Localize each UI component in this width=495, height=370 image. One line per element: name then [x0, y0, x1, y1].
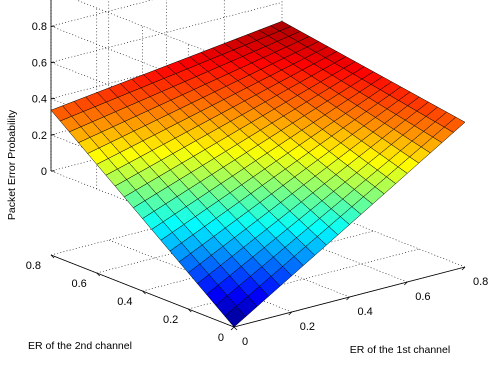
y-tick-mark-0 — [233, 326, 238, 331]
surface-layer — [50, 20, 466, 328]
y-tick-label-4: 0.8 — [26, 260, 41, 272]
z-axis-title: Packet Error Probability — [6, 109, 18, 220]
ticks-layer: 00.20.40.60.800.20.40.60.800.20.40.60.81 — [26, 21, 489, 348]
x-tick-mark-0 — [230, 326, 235, 331]
x-tick-mark-2 — [346, 296, 350, 301]
y-tick-label-1: 0.2 — [163, 314, 178, 326]
surface-cell-0-0 — [224, 305, 246, 328]
x-tick-mark-1 — [288, 311, 293, 316]
z-tick-label-3: 0.6 — [32, 57, 47, 69]
floor-grid-y-1 — [188, 248, 420, 310]
x-tick-label-2: 0.4 — [358, 306, 373, 318]
y-tick-label-3: 0.6 — [71, 278, 86, 290]
wall-grid-z-3 — [50, 2, 283, 135]
y-tick-mark-3 — [96, 272, 101, 277]
x-tick-label-3: 0.6 — [415, 291, 430, 303]
x-axis-title: ER of the 1st channel — [350, 344, 450, 356]
z-tick-label-1: 0.2 — [32, 130, 47, 142]
y-tick-mark-1 — [187, 308, 192, 313]
x-tick-label-4: 0.8 — [473, 276, 488, 288]
y-tick-label-0: 0 — [218, 332, 224, 344]
x-tick-mark-4 — [461, 266, 466, 271]
y-tick-mark-4 — [50, 254, 55, 259]
x-tick-label-1: 0.2 — [300, 321, 315, 333]
y-tick-label-2: 0.4 — [117, 296, 132, 308]
y-axis-title: ER of the 2nd channel — [28, 340, 132, 352]
x-tick-label-0: 0 — [242, 336, 248, 348]
z-tick-label-4: 0.8 — [32, 21, 47, 33]
z-tick-label-0: 0 — [41, 166, 47, 178]
z-tick-label-2: 0.4 — [32, 94, 47, 106]
y-tick-mark-2 — [142, 290, 146, 295]
x-tick-mark-3 — [403, 281, 408, 286]
